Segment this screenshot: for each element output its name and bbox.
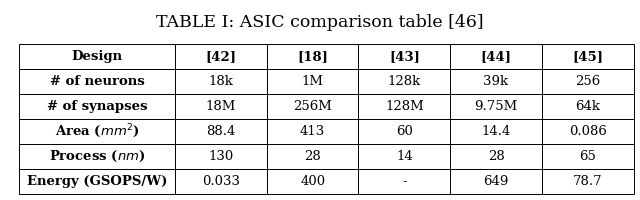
- Text: 60: 60: [396, 125, 413, 138]
- Text: 9.75M: 9.75M: [474, 100, 518, 113]
- Text: # of synapses: # of synapses: [47, 100, 147, 113]
- Text: 413: 413: [300, 125, 325, 138]
- Text: 28: 28: [304, 150, 321, 163]
- Text: [42]: [42]: [205, 50, 236, 63]
- Text: [43]: [43]: [389, 50, 420, 63]
- Text: Design: Design: [72, 50, 123, 63]
- Text: 28: 28: [488, 150, 504, 163]
- Text: 649: 649: [483, 175, 509, 188]
- Text: 400: 400: [300, 175, 325, 188]
- Text: 14.4: 14.4: [481, 125, 511, 138]
- Text: -: -: [402, 175, 406, 188]
- Text: [18]: [18]: [297, 50, 328, 63]
- Text: 0.086: 0.086: [569, 125, 607, 138]
- Text: 256: 256: [575, 75, 600, 88]
- Text: 18M: 18M: [205, 100, 236, 113]
- Text: Process ($nm$): Process ($nm$): [49, 149, 145, 164]
- Text: [45]: [45]: [572, 50, 604, 63]
- Text: 18k: 18k: [209, 75, 234, 88]
- Text: 78.7: 78.7: [573, 175, 603, 188]
- Text: # of neurons: # of neurons: [50, 75, 145, 88]
- Text: 1M: 1M: [301, 75, 324, 88]
- Text: 0.033: 0.033: [202, 175, 240, 188]
- Text: 130: 130: [208, 150, 234, 163]
- Text: [44]: [44]: [481, 50, 511, 63]
- Text: 88.4: 88.4: [206, 125, 236, 138]
- Text: TABLE I: ASIC comparison table [46]: TABLE I: ASIC comparison table [46]: [156, 14, 484, 31]
- Text: 65: 65: [579, 150, 596, 163]
- Text: 64k: 64k: [575, 100, 600, 113]
- Text: 14: 14: [396, 150, 413, 163]
- Text: 128M: 128M: [385, 100, 424, 113]
- Text: Area ($mm^2$): Area ($mm^2$): [54, 123, 140, 140]
- Text: Energy (GSOPS/W): Energy (GSOPS/W): [27, 175, 167, 188]
- Text: 39k: 39k: [483, 75, 509, 88]
- Text: 128k: 128k: [388, 75, 421, 88]
- Text: 256M: 256M: [293, 100, 332, 113]
